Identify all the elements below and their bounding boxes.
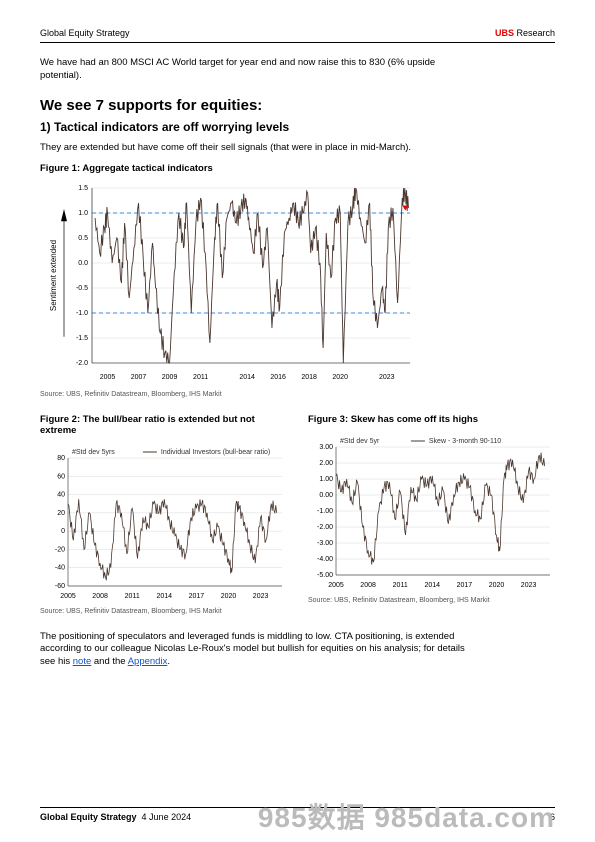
figure-3: Figure 3: Skew has come off its highs -5… (308, 414, 556, 615)
figure-3-source: Source: UBS, Refinitiv Datastream, Bloom… (308, 597, 556, 604)
svg-text:Individual Investors (bull-bea: Individual Investors (bull-bear ratio) (161, 449, 270, 456)
svg-text:Sentiment extended: Sentiment extended (49, 240, 58, 311)
svg-text:0.5: 0.5 (78, 235, 88, 242)
intro-text: We have had an 800 MSCI AC World target … (40, 57, 470, 83)
svg-text:-20: -20 (55, 546, 65, 553)
figure-1-source: Source: UBS, Refinitiv Datastream, Bloom… (40, 391, 555, 398)
svg-text:-1.00: -1.00 (317, 508, 333, 515)
svg-text:-4.00: -4.00 (317, 556, 333, 563)
svg-text:2011: 2011 (393, 582, 408, 589)
figure-2-chart: -60 -40 -20 0 20 40 60 80 2005 2008 2011 2014 2017 20… (40, 442, 288, 602)
svg-text:2005: 2005 (60, 593, 76, 600)
page-footer: Global Equity Strategy 4 June 2024 6 (40, 807, 555, 822)
svg-text:2020: 2020 (489, 582, 505, 589)
svg-text:2011: 2011 (193, 374, 208, 381)
body-line: They are extended but have come off thei… (40, 142, 555, 153)
appendix-link[interactable]: Appendix (128, 656, 168, 667)
svg-text:2007: 2007 (131, 374, 147, 381)
svg-text:2014: 2014 (157, 593, 173, 600)
svg-text:1.0: 1.0 (78, 210, 88, 217)
svg-text:2008: 2008 (360, 582, 376, 589)
figure-2-title: Figure 2: The bull/bear ratio is extende… (40, 414, 288, 436)
figure-1-chart: -2.0 -1.5 -1.0 -0.5 0.0 0.5 1.0 1.5 2005 2007 2009… (40, 180, 420, 385)
svg-text:2018: 2018 (301, 374, 317, 381)
header-right: UBS Research (495, 28, 555, 38)
header-left: Global Equity Strategy (40, 28, 130, 38)
sub-title: 1) Tactical indicators are off worrying … (40, 120, 555, 134)
note-link[interactable]: note (73, 656, 92, 667)
figure-3-chart: -5.00 -4.00 -3.00 -2.00 -1.00 0.00 1.00 2.00 3.0… (308, 431, 556, 591)
svg-text:2023: 2023 (521, 582, 537, 589)
svg-text:-2.0: -2.0 (76, 360, 88, 367)
figure-3-title: Figure 3: Skew has come off its highs (308, 414, 556, 425)
svg-text:2008: 2008 (92, 593, 108, 600)
page-header: Global Equity Strategy UBS Research (40, 28, 555, 43)
svg-text:2016: 2016 (270, 374, 286, 381)
svg-text:-3.00: -3.00 (317, 540, 333, 547)
header-suffix: Research (514, 28, 555, 38)
svg-text:2020: 2020 (332, 374, 348, 381)
svg-text:2017: 2017 (189, 593, 205, 600)
svg-text:0.0: 0.0 (78, 260, 88, 267)
svg-text:-40: -40 (55, 564, 65, 571)
svg-text:2014: 2014 (425, 582, 441, 589)
svg-text:2023: 2023 (253, 593, 269, 600)
svg-text:-0.5: -0.5 (76, 285, 88, 292)
brand-label: UBS (495, 28, 514, 38)
svg-text:3.00: 3.00 (319, 444, 333, 451)
svg-text:#Std dev 5yrs: #Std dev 5yrs (72, 449, 115, 456)
closing-mid: and the (91, 656, 127, 667)
svg-text:-5.00: -5.00 (317, 572, 333, 579)
svg-text:80: 80 (57, 455, 65, 462)
svg-text:0.00: 0.00 (319, 492, 333, 499)
svg-text:2.00: 2.00 (319, 460, 333, 467)
svg-text:20: 20 (57, 509, 65, 516)
svg-text:2017: 2017 (457, 582, 473, 589)
svg-text:-1.0: -1.0 (76, 310, 88, 317)
svg-text:2020: 2020 (221, 593, 237, 600)
svg-text:#Std dev 5yr: #Std dev 5yr (340, 438, 380, 445)
svg-text:60: 60 (57, 473, 65, 480)
footer-title: Global Equity Strategy (40, 812, 137, 822)
figure-2: Figure 2: The bull/bear ratio is extende… (40, 414, 288, 615)
figure-1: Figure 1: Aggregate tactical indicators … (40, 163, 555, 398)
svg-text:1.5: 1.5 (78, 185, 88, 192)
svg-text:2023: 2023 (379, 374, 395, 381)
svg-text:0: 0 (61, 528, 65, 535)
figure-2-source: Source: UBS, Refinitiv Datastream, Bloom… (40, 608, 288, 615)
svg-text:2011: 2011 (125, 593, 140, 600)
svg-text:2005: 2005 (100, 374, 116, 381)
svg-text:1.00: 1.00 (319, 476, 333, 483)
footer-date: 4 June 2024 (142, 812, 192, 822)
footer-left: Global Equity Strategy 4 June 2024 (40, 812, 191, 822)
svg-text:2009: 2009 (162, 374, 178, 381)
svg-text:2014: 2014 (239, 374, 255, 381)
section-title: We see 7 supports for equities: (40, 97, 555, 114)
svg-text:40: 40 (57, 491, 65, 498)
svg-text:-2.00: -2.00 (317, 524, 333, 531)
closing-paragraph: The positioning of speculators and lever… (40, 631, 480, 669)
svg-text:2005: 2005 (328, 582, 344, 589)
svg-text:-60: -60 (55, 583, 65, 590)
footer-page-number: 6 (550, 812, 555, 822)
svg-text:-1.5: -1.5 (76, 335, 88, 342)
closing-post: . (167, 656, 170, 667)
svg-text:Skew - 3-month 90-110: Skew - 3-month 90-110 (429, 438, 501, 445)
figure-1-title: Figure 1: Aggregate tactical indicators (40, 163, 555, 174)
